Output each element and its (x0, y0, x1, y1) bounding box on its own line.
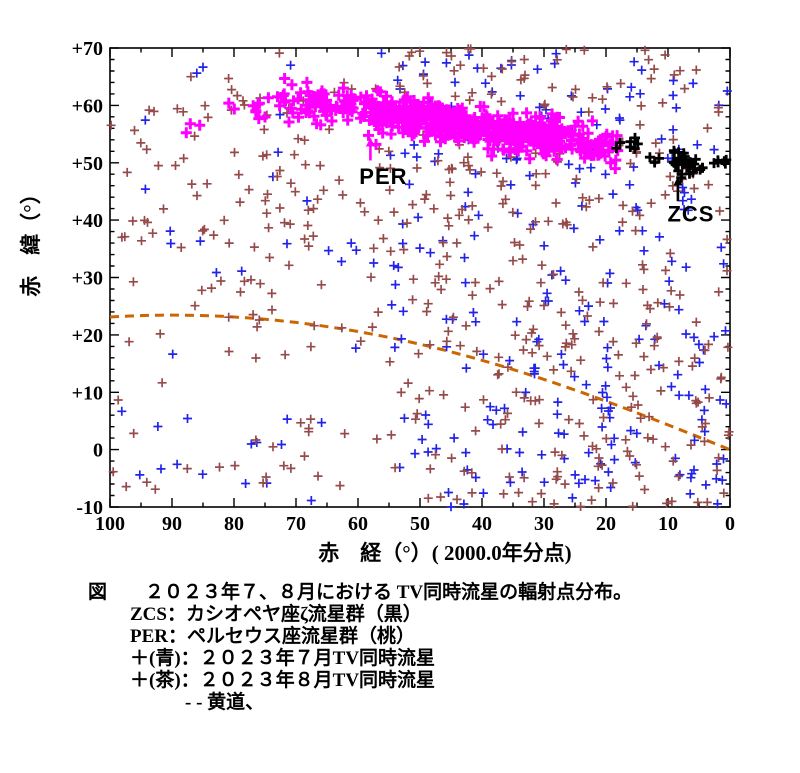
caption-line-4: ＋(茶)：２０２３年８月TV同時流星 (130, 670, 436, 691)
x-axis-label: 赤 経（°）( 2000.0年分点) (318, 541, 571, 565)
x-tick-label-6: 40 (472, 513, 492, 535)
x-tick-label-0: 100 (95, 513, 125, 535)
zcs-arrowhead (673, 176, 683, 186)
per-label: PER (359, 164, 407, 189)
caption-line-1: ZCS：カシオペヤ座ζ流星群（黒） (130, 604, 422, 625)
y-tick-label-0: +70 (72, 38, 103, 60)
y-tick-label-5: +20 (72, 325, 103, 347)
x-tick-label-10: 0 (725, 513, 735, 535)
caption-line-3: ＋(青)：２０２３年７月TV同時流星 (130, 648, 436, 669)
ecliptic-line (109, 313, 731, 451)
caption-line-0: 図 ２０２３年７、８月における TV同時流星の輻射点分布。 (88, 582, 633, 603)
y-tick-label-4: +30 (72, 268, 103, 290)
y-tick-label-7: 0 (93, 440, 103, 462)
caption-line-5: - - 黄道、 (185, 692, 265, 713)
x-tick-label-2: 80 (224, 513, 244, 535)
y-tick-label-6: +10 (72, 382, 103, 404)
y-tick-label-1: +60 (72, 95, 103, 117)
per-arrowhead (365, 137, 375, 147)
x-tick-label-1: 90 (162, 513, 182, 535)
x-tick-label-7: 30 (534, 513, 554, 535)
figure-caption: 図 ２０２３年７、８月における TV同時流星の輻射点分布。 ZCS：カシオペヤ座ζ… (0, 582, 800, 714)
x-tick-label-4: 60 (348, 513, 368, 535)
y-axis-label: 赤 緯（°） (19, 183, 43, 296)
caption-line-2: PER：ペルセウス座流星群（桃） (130, 626, 416, 647)
y-tick-label-8: -10 (76, 497, 103, 519)
x-tick-label-5: 50 (410, 513, 430, 535)
series-per (180, 73, 624, 175)
x-tick-label-3: 70 (286, 513, 306, 535)
x-tick-label-8: 20 (596, 513, 616, 535)
series-zcs (611, 132, 732, 183)
x-tick-label-9: 10 (658, 513, 678, 535)
radiant-point-scatter-chart: 100 90 80 70 60 50 40 30 20 10 0+70+60+50+40+30+20… (19, 38, 735, 565)
zcs-label: ZCS (667, 201, 714, 226)
y-tick-label-3: +40 (72, 210, 103, 232)
y-tick-label-2: +50 (72, 153, 103, 175)
